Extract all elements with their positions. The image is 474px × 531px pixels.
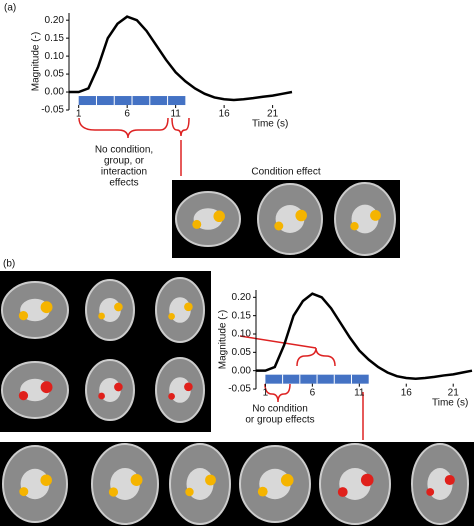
activation [98,392,105,400]
bracket [78,117,190,176]
activation [98,312,105,320]
x-tick-label: 11 [170,109,181,120]
activation [168,313,175,320]
annotation: or group effects [245,415,314,426]
x-axis-label: Time (s) [252,119,288,130]
activation [18,390,29,401]
activation [19,487,29,497]
annotation: group, or [104,156,145,167]
activation [444,474,455,486]
x-tick-label: 21 [448,387,460,398]
activation [257,486,268,497]
x-axis-label: Time (s) [432,397,468,408]
activation [184,302,193,312]
brain-panel [0,442,474,526]
x-tick-label: 1 [263,387,269,398]
x-tick-label: 6 [124,109,130,120]
y-tick-label: 0.15 [232,310,252,321]
y-tick-label: 0.15 [45,33,65,44]
y-tick-label: 0.05 [232,347,252,358]
activation [213,210,225,223]
bracket [239,335,364,440]
activation [114,302,123,312]
annotation: No condition, [95,145,153,156]
activation [192,219,202,229]
activation [274,221,284,231]
activation [184,382,193,392]
y-tick-label: -0.05 [228,384,251,395]
activation [426,488,435,496]
activation [168,393,175,400]
x-tick-label: 16 [219,109,231,120]
activation [185,487,194,497]
y-tick-label: 0.05 [45,69,65,80]
annotation: No condition [252,404,308,415]
y-tick-label: 0.00 [232,365,252,376]
x-tick-label: 1 [76,109,82,120]
x-tick-label: 21 [267,109,279,120]
activation [360,473,374,487]
activation [40,474,52,486]
x-tick-label: 16 [401,387,413,398]
activation [370,210,381,221]
y-tick-label: -0.05 [41,105,64,116]
activation [108,487,119,497]
x-tick-label: 6 [310,387,316,398]
annotation: interaction [101,167,147,178]
x-tick-label: 11 [354,387,365,398]
y-tick-label: 0.20 [45,15,65,26]
activation [280,473,294,487]
activation [18,310,29,321]
panel-label: (a) [4,3,16,14]
y-tick-label: 0.10 [232,329,252,340]
activation [40,301,53,314]
activation [295,209,307,222]
annotation: effects [109,178,138,189]
y-tick-label: 0.20 [232,292,252,303]
panel-label: (b) [3,259,15,270]
activation [40,381,53,394]
response-line [256,292,473,380]
activation [337,487,348,497]
activation [350,222,359,231]
activation [130,474,143,486]
activation [114,382,123,392]
y-tick-label: 0.10 [45,51,65,62]
y-tick-label: 0.00 [45,87,65,98]
image-caption: Condition effect [251,167,321,178]
response-line [69,15,293,102]
y-axis-label: Magnitude (-) [31,32,42,91]
y-axis-label: Magnitude (-) [218,310,229,369]
activation [205,474,216,486]
